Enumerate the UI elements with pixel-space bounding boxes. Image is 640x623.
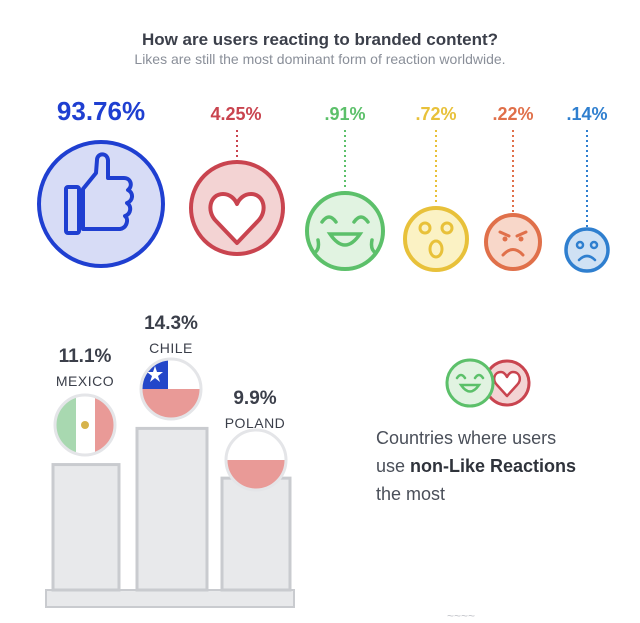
- page-subtitle: Likes are still the most dominant form o…: [134, 51, 506, 67]
- caption-line-2: use non-Like Reactions: [376, 452, 626, 480]
- poland-flag-icon: [224, 428, 288, 492]
- reactions-chart: 93.76% 4.25% .91% .72% .22% .14%: [0, 0, 640, 300]
- wow-face-icon: [403, 206, 469, 272]
- country-name-chile: CHILE: [149, 340, 193, 356]
- podium-bar-poland: [220, 476, 292, 592]
- country-name-mexico: MEXICO: [55, 373, 115, 389]
- footer-fragment: ~~~~: [447, 609, 475, 623]
- podium-bar-mexico: [51, 463, 121, 592]
- angry-face-icon: [484, 213, 542, 271]
- caption-line-1: Countries where users: [376, 428, 557, 448]
- podium-bar-chile: [135, 426, 209, 592]
- caption-line-2-bold: non-Like Reactions: [410, 456, 577, 476]
- country-pct-poland: 9.9%: [233, 388, 277, 409]
- heart-icon: [189, 160, 285, 256]
- mexico-flag-icon: [53, 393, 117, 457]
- country-pct-mexico: 11.1%: [58, 346, 112, 367]
- caption-line-2-prefix: use: [376, 456, 411, 476]
- thumbs-up-icon: [37, 140, 165, 268]
- reaction-label-sad: .14%: [566, 104, 608, 124]
- haha-reaction-icon: [445, 358, 495, 408]
- reaction-label-love: 4.25%: [210, 104, 262, 124]
- haha-face-icon: [305, 191, 385, 271]
- love-reaction-icon: [483, 359, 531, 407]
- countries-caption: Countries where users use non-Like React…: [376, 424, 626, 508]
- caption-line-3: the most: [376, 484, 446, 504]
- sad-face-icon: [564, 227, 610, 273]
- reaction-label-angry: .22%: [492, 104, 534, 124]
- reactions-svg: [37, 130, 610, 273]
- page-title: How are users reacting to branded conten…: [141, 30, 499, 49]
- reaction-label-like: 93.76%: [56, 96, 146, 126]
- reaction-label-haha: .91%: [324, 104, 366, 124]
- country-name-poland: POLAND: [224, 415, 286, 431]
- reaction-label-wow: .72%: [415, 104, 457, 124]
- podium-base: [45, 589, 295, 608]
- country-pct-chile: 14.3%: [144, 313, 198, 334]
- chile-flag-icon: [139, 357, 203, 421]
